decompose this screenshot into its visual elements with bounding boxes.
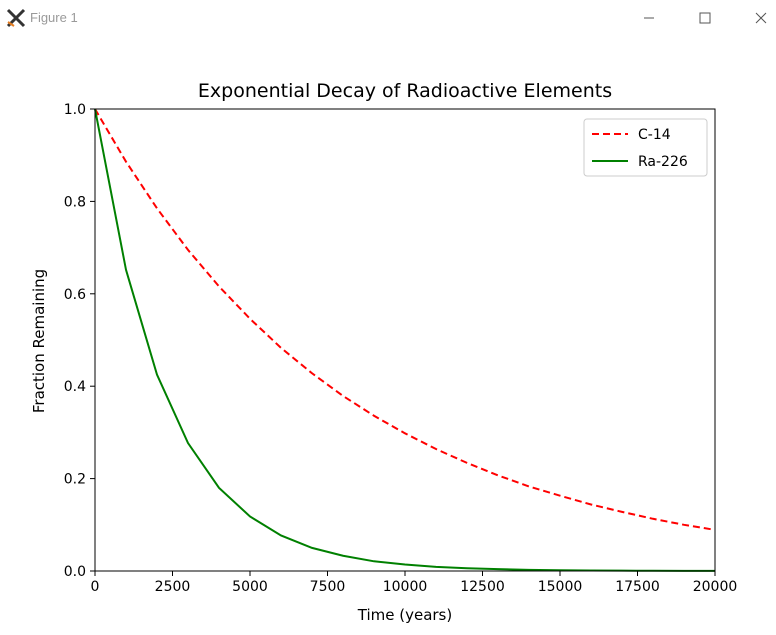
y-tick-label: 0.4 — [64, 379, 86, 395]
matplotlib-figure-icon — [6, 8, 26, 28]
y-tick-label: 0.8 — [64, 194, 86, 210]
legend-label: C-14 — [638, 127, 671, 143]
x-tick-label: 5000 — [232, 579, 268, 595]
series-line-c-14 — [94, 108, 716, 531]
legend: C-14 Ra-226 — [583, 118, 708, 177]
plot-area: 0 2500 5000 7500 10000 12500 15000 17500 20000 0.… — [64, 102, 738, 595]
minimize-icon — [644, 17, 654, 19]
chart-title: Exponential Decay of Radioactive Element… — [198, 80, 612, 102]
x-tick-label: 17500 — [615, 579, 660, 595]
y-tick-label: 1.0 — [64, 102, 86, 118]
close-icon — [755, 12, 767, 24]
x-tick-label: 10000 — [383, 579, 428, 595]
maximize-icon — [699, 12, 711, 24]
decay-chart: Exponential Decay of Radioactive Element… — [30, 80, 738, 624]
x-axis-label: Time (years) — [357, 606, 452, 624]
figure-canvas: Exponential Decay of Radioactive Element… — [0, 36, 776, 631]
x-tick-label: 0 — [91, 579, 100, 595]
series-line-ra-226 — [94, 108, 716, 572]
maximize-button[interactable] — [682, 0, 728, 36]
x-tick-label: 12500 — [460, 579, 505, 595]
window-title: Figure 1 — [30, 10, 78, 25]
y-axis-label: Fraction Remaining — [30, 269, 48, 413]
y-tick-label: 0.0 — [64, 564, 86, 580]
minimize-button[interactable] — [626, 0, 672, 36]
y-tick-label: 0.2 — [64, 472, 86, 488]
legend-label: Ra-226 — [638, 154, 688, 170]
x-tick-label: 7500 — [310, 579, 346, 595]
window-titlebar: Figure 1 — [0, 0, 776, 36]
x-tick-label: 2500 — [155, 579, 191, 595]
axes-frame — [94, 108, 716, 572]
y-tick-label: 0.6 — [64, 287, 86, 303]
close-button[interactable] — [738, 0, 776, 36]
x-tick-label: 15000 — [538, 579, 583, 595]
x-tick-label: 20000 — [693, 579, 738, 595]
